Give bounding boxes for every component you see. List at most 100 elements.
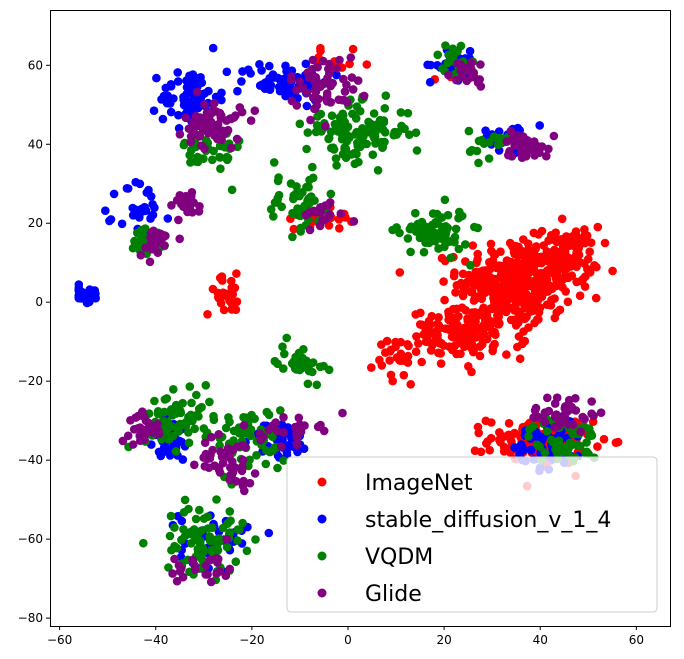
data-point	[513, 271, 522, 281]
data-point	[300, 421, 309, 430]
data-point	[179, 140, 189, 150]
data-point	[519, 235, 528, 244]
data-point	[185, 202, 194, 212]
data-point	[185, 150, 194, 160]
data-point	[164, 435, 174, 444]
data-point	[478, 289, 488, 299]
data-point	[411, 128, 421, 137]
data-point	[160, 241, 169, 250]
data-point	[362, 60, 372, 69]
data-point	[199, 453, 208, 462]
data-point	[504, 419, 514, 428]
data-point	[302, 101, 312, 111]
data-point	[268, 421, 278, 430]
data-point	[275, 86, 285, 96]
data-point	[511, 295, 521, 305]
data-point	[167, 201, 176, 210]
data-point	[299, 345, 308, 354]
data-point	[304, 366, 314, 376]
data-point	[168, 569, 177, 578]
data-point	[446, 253, 456, 263]
data-point	[246, 69, 255, 78]
data-point	[474, 158, 483, 168]
data-point	[348, 44, 358, 54]
data-point	[233, 536, 242, 545]
data-point	[499, 447, 509, 456]
data-point	[554, 436, 564, 446]
data-point	[174, 215, 183, 225]
legend-label: Glide	[365, 582, 422, 607]
data-point	[223, 153, 233, 163]
data-point	[451, 224, 461, 234]
y-axis: −80 −60 −40 −20 0 20 40 60	[18, 58, 50, 625]
data-point	[109, 189, 119, 199]
data-point	[269, 212, 278, 221]
data-point	[207, 432, 216, 442]
data-point	[193, 544, 203, 554]
data-point	[453, 320, 462, 330]
data-point	[155, 230, 165, 240]
data-point	[327, 111, 337, 120]
data-point	[373, 166, 383, 175]
data-point	[170, 554, 179, 564]
data-point	[184, 504, 193, 514]
data-point	[251, 535, 260, 544]
data-point	[399, 370, 409, 380]
data-point	[319, 79, 328, 89]
data-point	[327, 143, 336, 153]
data-point	[426, 60, 436, 70]
legend-marker	[317, 551, 327, 561]
data-point	[197, 402, 206, 412]
data-point	[294, 413, 304, 423]
data-point	[240, 486, 249, 496]
data-point	[122, 184, 132, 193]
data-point	[221, 289, 231, 299]
data-point	[152, 73, 161, 83]
data-point	[436, 349, 446, 358]
data-point	[378, 143, 387, 152]
data-point	[332, 64, 342, 73]
data-point	[338, 150, 348, 159]
data-point	[308, 173, 318, 183]
data-point	[485, 445, 495, 455]
data-point	[411, 208, 420, 218]
data-point	[469, 68, 479, 78]
data-point	[340, 87, 350, 96]
data-point	[553, 448, 562, 458]
data-point	[438, 232, 447, 241]
data-point	[250, 106, 260, 115]
data-point	[472, 293, 482, 303]
data-point	[162, 428, 171, 437]
data-point	[303, 379, 313, 389]
data-point	[264, 528, 274, 538]
x-tick-label: −60	[47, 633, 72, 647]
data-point	[575, 291, 585, 301]
data-point	[306, 359, 316, 369]
data-point	[489, 132, 499, 141]
data-point	[193, 157, 203, 167]
data-point	[175, 401, 184, 410]
data-point	[352, 149, 361, 159]
data-point	[450, 232, 460, 242]
data-point	[440, 242, 449, 252]
data-point	[469, 346, 478, 356]
data-point	[354, 157, 363, 167]
x-tick-label: 0	[344, 633, 352, 647]
data-point	[478, 266, 488, 276]
data-point	[568, 420, 578, 429]
data-point	[543, 393, 552, 403]
data-point	[521, 152, 531, 161]
data-point	[507, 258, 517, 267]
data-point	[225, 564, 235, 574]
data-point	[187, 398, 196, 408]
data-point	[487, 328, 497, 338]
data-point	[338, 95, 347, 105]
data-point	[159, 91, 169, 101]
y-tick-label: −80	[18, 611, 43, 625]
data-point	[582, 438, 591, 447]
data-point	[395, 268, 405, 277]
data-point	[443, 58, 453, 68]
data-point	[534, 142, 543, 151]
data-point	[312, 121, 322, 130]
data-point	[411, 310, 421, 319]
